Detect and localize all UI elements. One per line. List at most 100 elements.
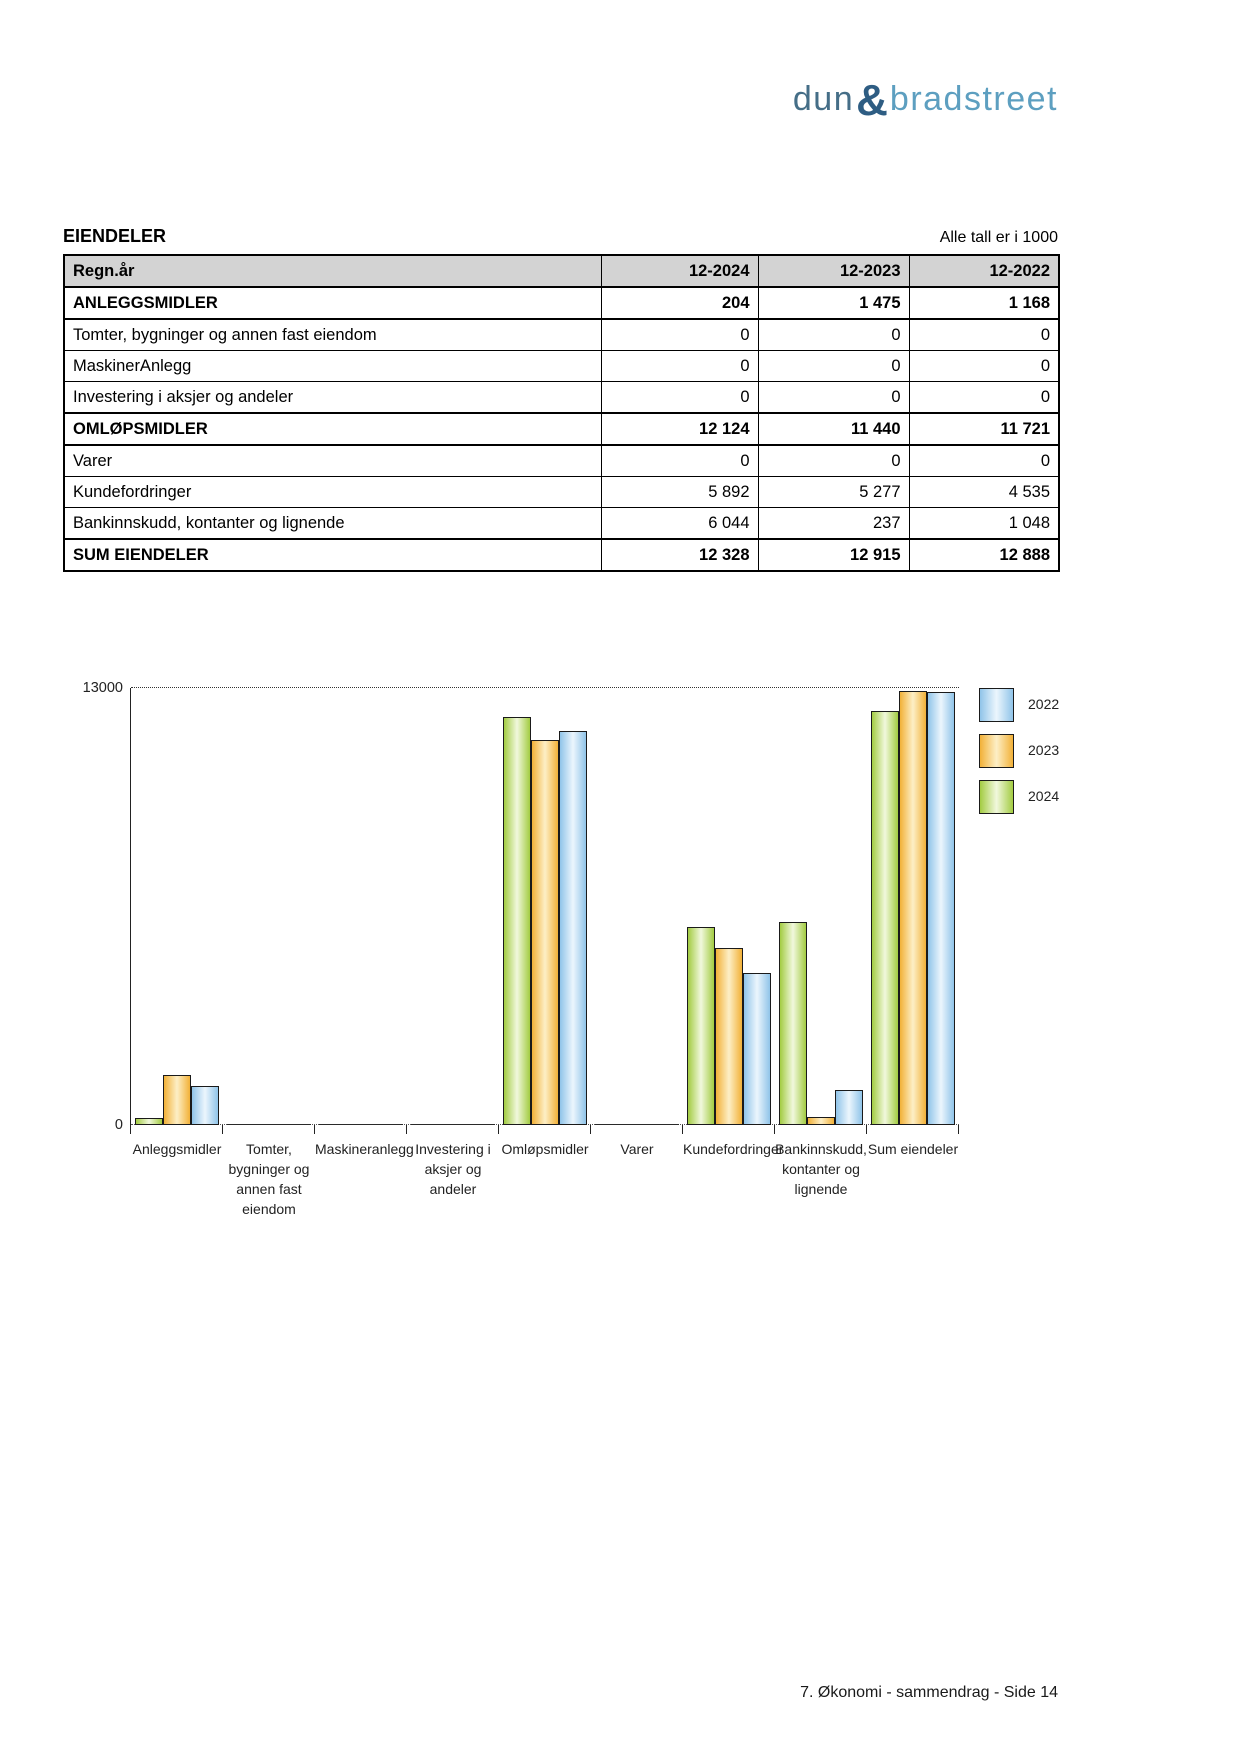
cell-value: 6 044 — [600, 507, 759, 540]
cell-value: 4 535 — [908, 476, 1060, 508]
cell-value: 0 — [908, 318, 1060, 351]
zero-bar-2022 — [651, 1123, 679, 1125]
cell-value: 0 — [600, 350, 759, 382]
zero-bar-2022 — [283, 1123, 311, 1125]
y-axis-zero-label: 0 — [114, 1117, 123, 1133]
y-axis-max-label: 13000 — [82, 680, 123, 696]
category-label: Sum eiendeler — [867, 1141, 959, 1157]
cell-value: 11 721 — [908, 412, 1060, 446]
table-row-omlopsmidler: OMLØPSMIDLER 12 124 11 440 11 721 — [63, 412, 1060, 446]
x-axis-tick — [498, 1125, 499, 1134]
dun-and-bradstreet-logo: dun & bradstreet — [792, 76, 1058, 125]
x-axis-tick — [682, 1125, 683, 1134]
cell-value: 0 — [908, 350, 1060, 382]
cell-value: 1 168 — [908, 286, 1060, 320]
cell-value: 0 — [757, 318, 910, 351]
assets-table: Regn.år 12-2024 12-2023 12-2022 ANLEGGSM… — [63, 254, 1060, 572]
x-axis-tick — [774, 1125, 775, 1134]
x-axis-tick — [314, 1125, 315, 1134]
bar-2024 — [687, 927, 715, 1125]
section-header: EIENDELER Alle tall er i 1000 — [63, 226, 1058, 247]
cell-value: 5 892 — [600, 476, 759, 508]
bar-2022 — [835, 1090, 863, 1125]
table-row-kundefordringer: Kundefordringer 5 892 5 277 4 535 — [63, 476, 1060, 508]
zero-bar-2024 — [595, 1123, 623, 1125]
zero-bar-2022 — [375, 1123, 403, 1125]
category-label: Omløpsmidler — [501, 1141, 589, 1157]
cell-value: 12 915 — [757, 538, 910, 572]
cell-value: 204 — [600, 286, 759, 320]
table-row-anleggsmidler: ANLEGGSMIDLER 204 1 475 1 168 — [63, 286, 1060, 320]
cell-value: 12 328 — [600, 538, 759, 572]
x-axis-tick — [590, 1125, 591, 1134]
category-label: Maskineranlegg — [315, 1141, 414, 1157]
row-label: SUM EIENDELER — [63, 538, 602, 572]
bar-2022 — [559, 731, 587, 1125]
cell-value: 12 888 — [908, 538, 1060, 572]
category-label: Anleggsmidler — [132, 1141, 222, 1157]
col-header-2024: 12-2024 — [600, 254, 759, 288]
category-label: Varer — [620, 1141, 654, 1157]
category-label: Kundefordringer — [683, 1141, 784, 1157]
cell-value: 12 124 — [600, 412, 759, 446]
logo-ampersand-icon: & — [856, 76, 888, 125]
zero-bar-2023 — [623, 1123, 651, 1125]
zero-bar-2024 — [411, 1123, 439, 1125]
cell-value: 0 — [757, 350, 910, 382]
section-title: EIENDELER — [63, 226, 167, 246]
logo-word-bradstreet: bradstreet — [889, 80, 1058, 118]
zero-bar-2023 — [255, 1123, 283, 1125]
legend-swatch-2023 — [979, 734, 1014, 768]
cell-value: 5 277 — [757, 476, 910, 508]
legend-label-2023: 2023 — [1028, 742, 1060, 758]
bar-2022 — [927, 692, 955, 1125]
page-footer: 7. Økonomi - sammendrag - Side 14 — [800, 1684, 1058, 1701]
y-axis-line — [130, 688, 131, 1134]
bar-2023 — [531, 740, 559, 1125]
cell-value: 0 — [757, 381, 910, 414]
row-label: Kundefordringer — [63, 476, 602, 508]
bar-2023 — [163, 1075, 191, 1125]
zero-bar-2023 — [347, 1123, 375, 1125]
bar-2023 — [807, 1117, 835, 1125]
bar-2024 — [503, 717, 531, 1125]
row-label: ANLEGGSMIDLER — [63, 286, 602, 320]
cell-value: 0 — [908, 444, 1060, 477]
zero-bar-2024 — [319, 1123, 347, 1125]
cell-value: 11 440 — [757, 412, 910, 446]
gridline-top-dotted — [131, 687, 959, 688]
category-label: Tomter, bygninger og annen fast eiendom — [228, 1141, 310, 1217]
col-header-2022: 12-2022 — [908, 254, 1060, 288]
x-axis-tick — [866, 1125, 867, 1134]
legend-label-2024: 2024 — [1028, 788, 1060, 804]
x-axis-tick — [406, 1125, 407, 1134]
x-axis-tick — [958, 1125, 959, 1134]
bar-2022 — [191, 1086, 219, 1125]
table-row-investering: Investering i aksjer og andeler 0 0 0 — [63, 381, 1060, 414]
bar-2024 — [871, 711, 899, 1125]
legend-swatch-2024 — [979, 780, 1014, 814]
logo-word-dun: dun — [792, 80, 855, 118]
legend-label-2022: 2022 — [1028, 696, 1060, 712]
cell-value: 0 — [600, 381, 759, 414]
table-row-sum-eiendeler: SUM EIENDELER 12 328 12 915 12 888 — [63, 538, 1060, 572]
row-label: OMLØPSMIDLER — [63, 412, 602, 446]
x-axis-tick — [222, 1125, 223, 1134]
bar-2024 — [135, 1118, 163, 1125]
bar-2023 — [715, 948, 743, 1125]
cell-value: 0 — [600, 318, 759, 351]
zero-bar-2024 — [227, 1123, 255, 1125]
category-label: Bankinnskudd, kontanter og lignende — [775, 1141, 867, 1197]
cell-value: 1 475 — [757, 286, 910, 320]
cell-value: 0 — [908, 381, 1060, 414]
col-header-2023: 12-2023 — [757, 254, 910, 288]
table-row-maskineranlegg: MaskinerAnlegg 0 0 0 — [63, 350, 1060, 382]
bar-2024 — [779, 922, 807, 1125]
legend-swatch-2022 — [979, 688, 1014, 722]
bar-2023 — [899, 691, 927, 1125]
category-label: Investering i aksjer og andeler — [415, 1141, 491, 1197]
row-label: Investering i aksjer og andeler — [63, 381, 602, 414]
zero-bar-2023 — [439, 1123, 467, 1125]
